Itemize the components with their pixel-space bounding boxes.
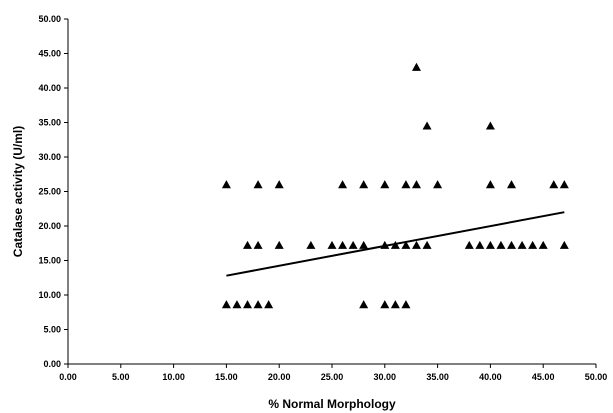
y-tick-label: 20.00 (38, 221, 61, 231)
data-point (485, 121, 495, 130)
x-tick-label: 10.00 (162, 372, 185, 382)
y-tick-label: 30.00 (38, 152, 61, 162)
data-point (380, 300, 390, 309)
data-point (253, 240, 263, 249)
data-point (380, 180, 390, 189)
data-point (411, 240, 421, 249)
data-point (517, 240, 527, 249)
x-axis-ticks: 0.00 5.00 10.00 15.00 20.00 25.00 30.00 35.00 40… (59, 364, 607, 382)
data-point (348, 240, 358, 249)
x-axis-title: % Normal Morphology (268, 397, 396, 411)
y-tick-label: 5.00 (43, 325, 61, 335)
y-axis-ticks: 0.00 5.00 10.00 15.00 20.00 25.00 30.00 35.00 40… (38, 14, 68, 369)
data-point (507, 180, 517, 189)
data-point (411, 180, 421, 189)
data-point (559, 240, 569, 249)
data-point (359, 240, 369, 249)
data-point (253, 300, 263, 309)
x-tick-label: 0.00 (59, 372, 77, 382)
y-tick-label: 40.00 (38, 83, 61, 93)
y-tick-label: 50.00 (38, 14, 61, 24)
x-tick-label: 30.00 (374, 372, 397, 382)
data-point (221, 300, 231, 309)
data-point (485, 240, 495, 249)
data-point (390, 240, 400, 249)
data-point (232, 300, 242, 309)
data-point (380, 240, 390, 249)
data-point (253, 180, 263, 189)
data-point (528, 240, 538, 249)
x-tick-label: 40.00 (479, 372, 502, 382)
x-tick-label: 5.00 (112, 372, 130, 382)
data-point (274, 240, 284, 249)
data-point (538, 240, 548, 249)
y-axis-title: Catalase activity (U/ml) (11, 126, 25, 257)
data-point (359, 180, 369, 189)
data-point (464, 240, 474, 249)
data-point (359, 300, 369, 309)
y-tick-label: 0.00 (43, 359, 61, 369)
data-point (422, 121, 432, 130)
data-point (549, 180, 559, 189)
data-point (221, 180, 231, 189)
data-point (422, 240, 432, 249)
data-point (411, 62, 421, 71)
x-tick-label: 45.00 (532, 372, 555, 382)
x-tick-label: 15.00 (215, 372, 238, 382)
x-tick-label: 25.00 (321, 372, 344, 382)
x-tick-label: 50.00 (585, 372, 608, 382)
data-point (401, 240, 411, 249)
data-point (274, 180, 284, 189)
y-tick-label: 15.00 (38, 256, 61, 266)
data-point (507, 240, 517, 249)
data-point (559, 180, 569, 189)
data-point (433, 180, 443, 189)
data-point (496, 240, 506, 249)
data-point (338, 180, 348, 189)
data-points (221, 62, 569, 309)
x-tick-label: 20.00 (268, 372, 291, 382)
data-point (338, 240, 348, 249)
y-tick-label: 35.00 (38, 118, 61, 128)
y-tick-label: 25.00 (38, 187, 61, 197)
data-point (264, 300, 274, 309)
y-tick-label: 45.00 (38, 49, 61, 59)
data-point (390, 300, 400, 309)
data-point (243, 240, 253, 249)
data-point (306, 240, 316, 249)
data-point (485, 180, 495, 189)
data-point (243, 300, 253, 309)
y-tick-label: 10.00 (38, 290, 61, 300)
data-point (401, 180, 411, 189)
data-point (401, 300, 411, 309)
data-point (475, 240, 485, 249)
x-tick-label: 35.00 (426, 372, 449, 382)
data-point (327, 240, 337, 249)
